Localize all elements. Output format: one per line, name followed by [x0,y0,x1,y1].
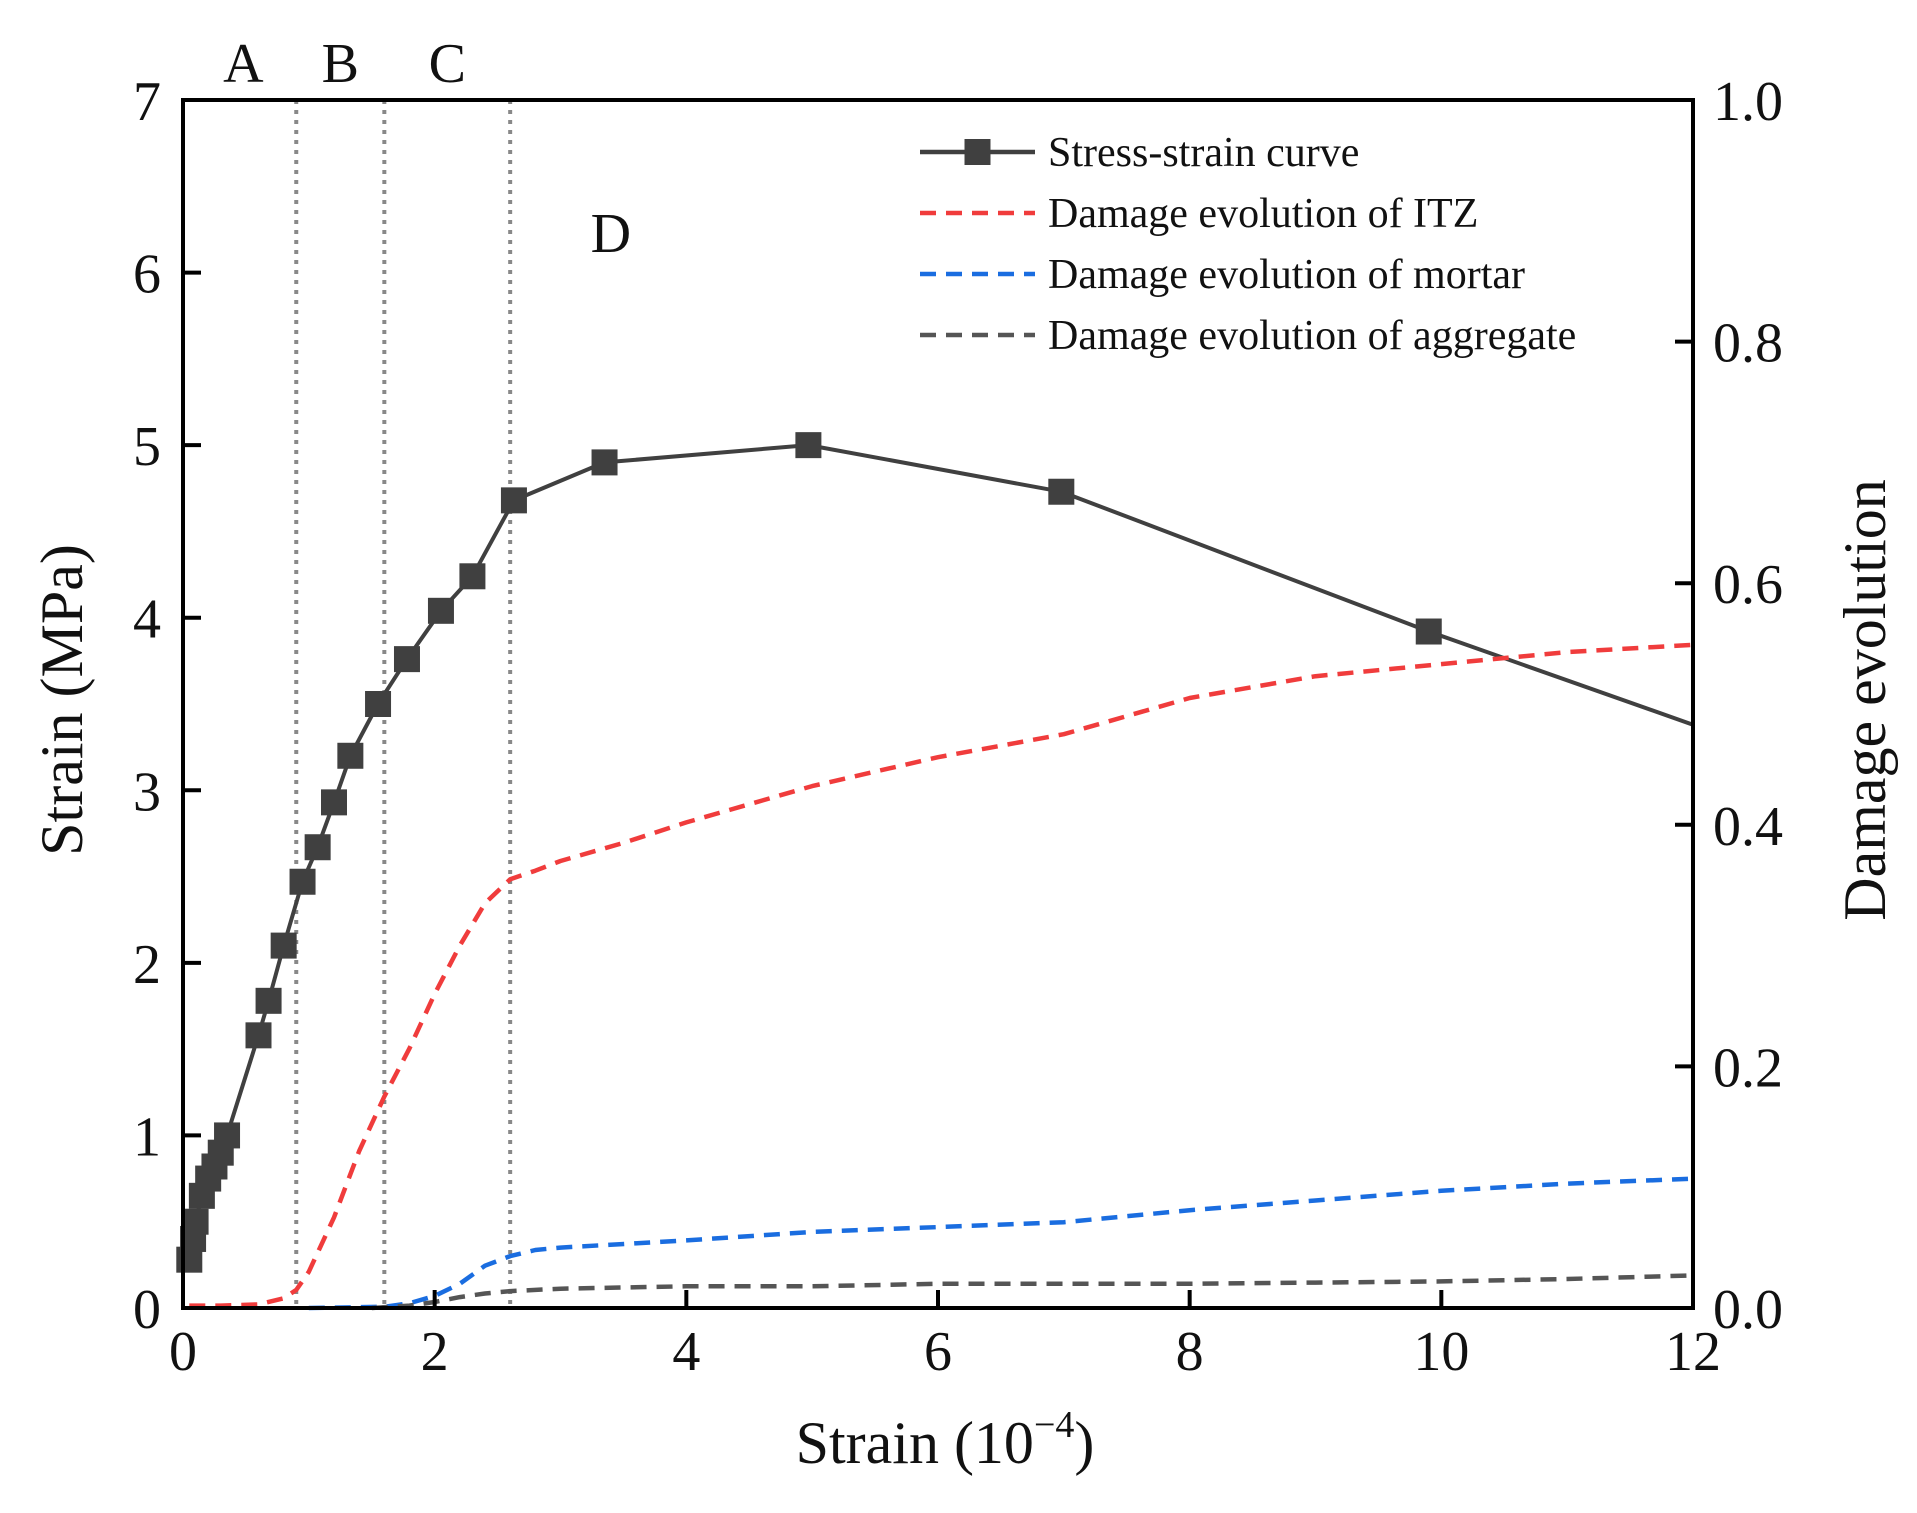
y-left-tick-label: 7 [133,71,161,133]
y-right-tick-label: 0.2 [1713,1037,1783,1099]
series-line-4 [371,1273,1694,1311]
y-right-tick-label: 1.0 [1713,71,1783,133]
stage-label-c: C [429,33,466,95]
x-tick-label: 10 [1413,1321,1469,1383]
stress-strain-point [289,868,316,895]
stage-label-a: A [223,33,264,95]
left-y-axis-title: Strain (MPa) [29,544,95,856]
y-left-tick-label: 1 [133,1106,161,1168]
stress-strain-point [365,691,392,717]
x-axis-title-main: Strain (10 [796,1410,1034,1476]
x-tick-label: 4 [672,1321,700,1383]
series-layer [176,432,1694,1311]
stress-strain-point [1415,618,1442,645]
x-tick-label: 12 [1665,1321,1721,1383]
stress-strain-point [245,1022,272,1049]
stress-strain-point [270,932,297,959]
y-right-tick-label: 0.6 [1713,554,1783,616]
x-tick-label: 8 [1176,1321,1204,1383]
legend-label-3: Damage evolution of mortar [1048,252,1525,298]
stress-strain-point [304,834,331,861]
stage-label-b: B [322,33,359,95]
legend-marker [964,139,991,165]
y-left-tick-label: 0 [133,1279,161,1341]
legend-label-4: Damage evolution of aggregate [1048,313,1576,359]
x-tick-label: 6 [924,1321,952,1383]
legend-label-1: Stress-strain curve [1048,130,1359,176]
stress-strain-point [591,449,618,476]
stress-strain-point [393,646,420,673]
x-axis-title-superscript: −4 [1034,1404,1074,1446]
stage-label-d: D [591,203,631,265]
y-left-tick-label: 2 [133,934,161,996]
region-labels: A B C D [223,33,631,265]
y-left-tick-label: 4 [133,589,161,651]
y-right-tick-label: 0.0 [1713,1279,1783,1341]
stress-strain-point [321,789,347,816]
stress-strain-point [1048,478,1075,505]
y-left-tick-label: 3 [133,761,161,823]
series-line-3 [308,1176,1694,1311]
y-right-tick-label: 0.4 [1713,796,1783,858]
x-axis-title: Strain (10−4) [796,1404,1095,1476]
y-left-tick-label: 6 [133,244,161,306]
right-y-axis-title: Damage evolution [1832,479,1898,921]
stress-strain-point [500,487,527,514]
x-tick-label: 0 [169,1321,197,1383]
stress-strain-point [255,987,282,1014]
series-line-2 [189,642,1694,1308]
y-left-tick-label: 5 [133,416,161,478]
x-tick-label: 2 [421,1321,449,1383]
stress-strain-point [459,563,486,590]
stress-strain-point [795,432,822,459]
legend: Stress-strain curve Damage evolution of I… [920,130,1576,359]
stress-strain-point [427,597,454,624]
x-axis-title-close: ) [1074,1410,1094,1476]
series-line-1 [187,443,1694,1261]
stress-strain-point [182,1208,209,1235]
y-right-tick-label: 0.8 [1713,313,1783,375]
stage-boundary-layer [294,100,513,1308]
legend-label-2: Damage evolution of ITZ [1048,191,1478,237]
stress-strain-point [337,742,364,769]
stress-strain-point [214,1122,241,1149]
